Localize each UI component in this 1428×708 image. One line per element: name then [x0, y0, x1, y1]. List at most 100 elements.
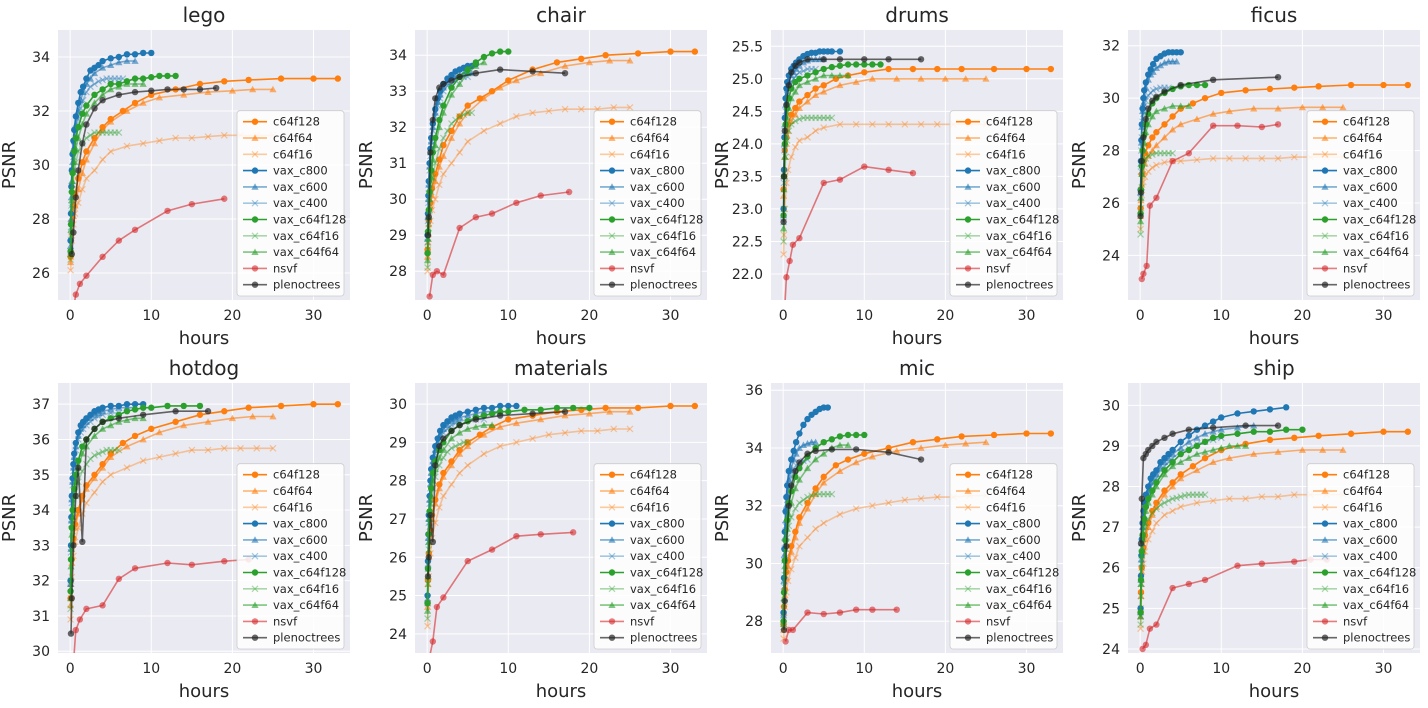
data-point-vax_c64f16 [808, 114, 815, 122]
data-point-plenoctrees [861, 56, 868, 63]
legend-label: vax_c64f64 [986, 598, 1052, 612]
y-tick-label: 26 [389, 550, 407, 566]
data-point-c64f16 [464, 461, 472, 469]
data-point-vax_c64f16 [452, 442, 459, 450]
data-point-c64f64 [606, 408, 614, 415]
legend-label: vax_c800 [630, 517, 685, 531]
data-point-c64f16 [820, 124, 828, 132]
data-point-vax_c600 [447, 417, 456, 425]
series-line-c64f16 [1139, 493, 1343, 629]
data-point-c64f16 [480, 450, 488, 458]
y-tick-label: 26 [32, 266, 50, 282]
data-point-vax_c64f16 [103, 129, 111, 137]
data-point-vax_c64f64 [72, 145, 80, 152]
data-point-c64f16 [1193, 156, 1201, 164]
data-point-c64f128 [505, 416, 512, 423]
data-point-nsvf [1185, 150, 1193, 157]
data-point-vax_c64f16 [828, 114, 836, 122]
legend-marker-plenoctrees [251, 281, 259, 288]
data-point-c64f64 [249, 85, 257, 93]
data-point-plenoctrees [885, 449, 892, 456]
legend-marker-c64f16 [608, 150, 616, 158]
data-point-vax_c64f16 [1169, 495, 1177, 503]
data-point-plenoctrees [79, 538, 86, 546]
data-point-c64f16 [253, 444, 261, 452]
data-point-vax_c64f64 [787, 94, 795, 102]
data-point-plenoctrees [885, 56, 892, 63]
data-point-vax_c600 [1156, 61, 1165, 69]
data-point-vax_c64f128 [139, 404, 147, 411]
data-point-c64f64 [1225, 454, 1233, 461]
y-tick-label: 24.0 [732, 137, 763, 153]
data-point-c64f64 [795, 104, 803, 111]
legend-marker-c64f16 [608, 503, 616, 511]
data-point-c64f64 [204, 88, 212, 95]
data-point-vax_c64f128 [836, 62, 844, 69]
data-point-c64f16 [78, 185, 86, 193]
x-tick-label: 10 [1212, 308, 1230, 324]
data-point-c64f128 [861, 69, 868, 76]
data-point-c64f16 [1169, 507, 1177, 515]
data-point-nsvf [188, 561, 196, 568]
legend-label: vax_c64f64 [273, 598, 339, 612]
data-point-nsvf [1169, 584, 1176, 592]
data-point-c64f128 [440, 142, 447, 149]
data-point-c64f16 [787, 153, 795, 161]
legend-label: c64f16 [630, 500, 670, 514]
data-point-c64f128 [804, 91, 811, 99]
data-point-vax_c800 [1250, 408, 1257, 415]
x-axis-label: hours [892, 328, 943, 349]
y-tick-label: 31 [389, 156, 407, 172]
legend-label: vax_c64f16 [630, 229, 696, 243]
data-point-vax_c800 [505, 402, 512, 410]
data-point-vax_c600 [82, 418, 90, 425]
data-point-vax_c64f64 [1160, 105, 1169, 112]
legend-marker-vax_c400 [1321, 552, 1329, 560]
legend-marker-c64f16 [964, 503, 972, 511]
chart-chair: 0 10 20 30 28 29 30 31 32 33 34 chair hours PSNR c64f1… [356, 3, 707, 349]
legend-marker-vax_c600 [964, 183, 972, 190]
legend-marker-c64f16 [964, 150, 972, 158]
legend-label: c64f64 [1343, 131, 1383, 145]
data-point-c64f16 [1148, 527, 1156, 535]
data-point-c64f64 [78, 169, 86, 176]
data-point-vax_c64f64 [107, 85, 115, 93]
data-point-c64f16 [933, 120, 941, 128]
y-tick-label: 24.5 [732, 104, 763, 120]
data-point-vax_c64f64 [785, 104, 793, 111]
legend-label: nsvf [630, 261, 655, 275]
data-point-nsvf [796, 234, 803, 242]
x-tick-label: 30 [1018, 308, 1036, 324]
legend-marker-nsvf [251, 618, 259, 625]
data-point-c64f16 [480, 127, 488, 135]
y-tick-label: 26 [1102, 561, 1120, 577]
legend-marker-vax_c64f128 [251, 216, 259, 223]
data-point-c64f64 [439, 152, 447, 159]
data-point-vax_c600 [86, 75, 95, 82]
chart-title: hotdog [169, 356, 239, 380]
legend-label: vax_c800 [273, 517, 328, 531]
data-point-c64f16 [610, 103, 618, 111]
data-point-c64f64 [1144, 523, 1152, 531]
legend-label: vax_c800 [1343, 164, 1398, 178]
data-point-vax_c64f64 [1142, 507, 1150, 514]
data-point-vax_c64f128 [877, 61, 884, 68]
data-point-vax_c64f16 [1165, 497, 1172, 505]
legend-label: c64f64 [986, 484, 1026, 498]
data-point-vax_c600 [1140, 91, 1148, 99]
data-point-vax_c64f64 [795, 81, 803, 89]
data-point-vax_c64f64 [1148, 112, 1156, 120]
data-point-nsvf [1153, 621, 1160, 628]
x-tick-label: 20 [1293, 308, 1311, 324]
chart-hotdog: 0 10 20 30 30 31 32 33 34 35 36 37 hotdog hours PSNR c6… [0, 356, 350, 702]
y-tick-label: 32 [1102, 39, 1120, 55]
data-point-nsvf [537, 192, 544, 199]
data-point-plenoctrees [172, 408, 179, 415]
data-point-c64f128 [196, 80, 204, 88]
data-point-plenoctrees [785, 502, 793, 509]
legend-label: vax_c400 [1343, 549, 1398, 563]
legend-label: nsvf [273, 614, 298, 628]
data-point-vax_c64f16 [795, 115, 803, 123]
data-point-vax_c64f128 [521, 406, 528, 414]
data-point-vax_c64f16 [1152, 149, 1160, 157]
